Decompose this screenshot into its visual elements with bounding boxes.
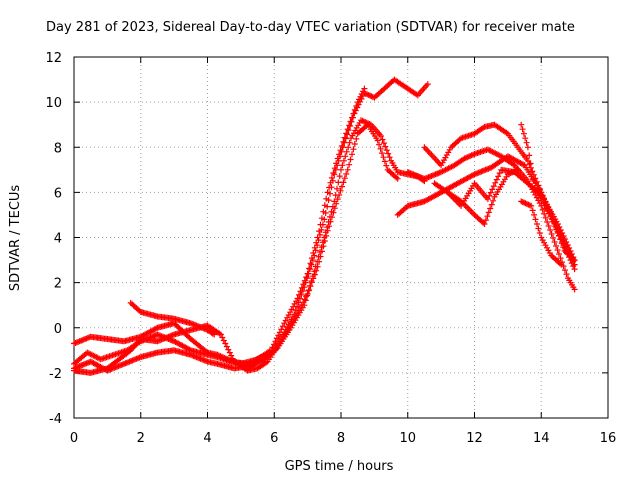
data-point-markers: [421, 121, 578, 273]
x-tick-label: 8: [337, 431, 345, 446]
y-tick-label: 4: [54, 232, 62, 247]
series-track-3: [71, 117, 428, 374]
axis-ticks: 0 2 4 6 8 10 12 14 16 -4 -2 0 2 4 6 8 10 12: [45, 51, 616, 446]
series-track-4: [71, 121, 401, 376]
x-tick-label: 4: [203, 431, 211, 446]
y-tick-label: 12: [45, 51, 62, 66]
y-tick-label: 2: [54, 277, 62, 292]
data-point-markers: [71, 121, 401, 376]
series-track-11: [518, 198, 565, 268]
series-track-5: [127, 299, 218, 338]
series-track-2: [71, 76, 431, 367]
y-axis-label: SDTVAR / TECUs: [8, 185, 23, 292]
y-tick-label: -4: [49, 412, 62, 427]
data-point-markers: [127, 299, 218, 338]
y-tick-label: 8: [54, 141, 62, 156]
grid: [74, 57, 608, 418]
data-points: [71, 76, 578, 376]
series-track-10: [431, 166, 521, 227]
x-axis-label: GPS time / hours: [285, 459, 394, 474]
x-tick-label: 16: [600, 431, 617, 446]
chart-title: Day 281 of 2023, Sidereal Day-to-day VTE…: [46, 20, 575, 35]
data-point-markers: [518, 198, 565, 268]
x-tick-label: 0: [70, 431, 78, 446]
y-tick-label: -2: [49, 367, 62, 382]
y-tick-label: 6: [54, 186, 62, 201]
y-tick-label: 10: [45, 96, 62, 111]
x-tick-label: 6: [270, 431, 278, 446]
data-point-markers: [431, 166, 521, 227]
series-track-7: [421, 121, 578, 273]
x-tick-label: 12: [466, 431, 483, 446]
data-point-markers: [71, 117, 428, 374]
data-point-markers: [71, 76, 431, 367]
x-tick-label: 10: [399, 431, 416, 446]
data-point-markers: [518, 121, 578, 264]
x-tick-label: 14: [533, 431, 550, 446]
series-track-12: [518, 121, 578, 264]
y-tick-label: 0: [54, 322, 62, 337]
x-tick-label: 2: [137, 431, 145, 446]
